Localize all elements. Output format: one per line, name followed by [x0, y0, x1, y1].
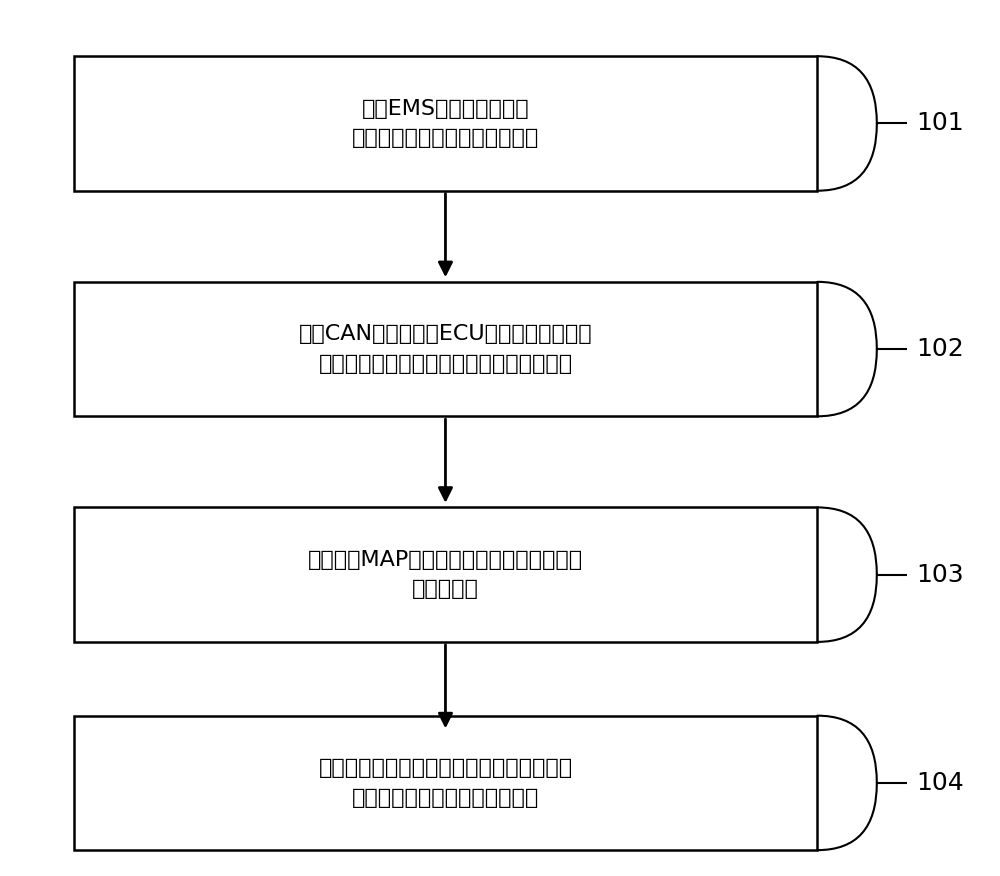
FancyBboxPatch shape — [74, 716, 817, 850]
FancyBboxPatch shape — [74, 56, 817, 191]
Text: 102: 102 — [917, 337, 964, 361]
Text: 通过CAN通讯与空调ECU相连接，确定当前
外控变排量压缩机控制电流、冷媒压力数值: 通过CAN通讯与空调ECU相连接，确定当前 外控变排量压缩机控制电流、冷媒压力数… — [299, 324, 592, 374]
Text: 根据需要补偿的扭矩值，通过调整喷油量等
参数，实现整车扭矩的实时补偿: 根据需要补偿的扭矩值，通过调整喷油量等 参数，实现整车扭矩的实时补偿 — [318, 758, 573, 808]
Text: 电喷EMS采集发动机转数
信号，确定当前发动机转数数值: 电喷EMS采集发动机转数 信号，确定当前发动机转数数值 — [352, 99, 539, 148]
FancyBboxPatch shape — [74, 282, 817, 416]
FancyBboxPatch shape — [74, 507, 817, 642]
Text: 利用内部MAP图，通过查表的方法，获得当
前的扭矩值: 利用内部MAP图，通过查表的方法，获得当 前的扭矩值 — [308, 550, 583, 599]
Text: 101: 101 — [917, 111, 964, 136]
Text: 104: 104 — [917, 771, 964, 795]
Text: 103: 103 — [917, 562, 964, 587]
